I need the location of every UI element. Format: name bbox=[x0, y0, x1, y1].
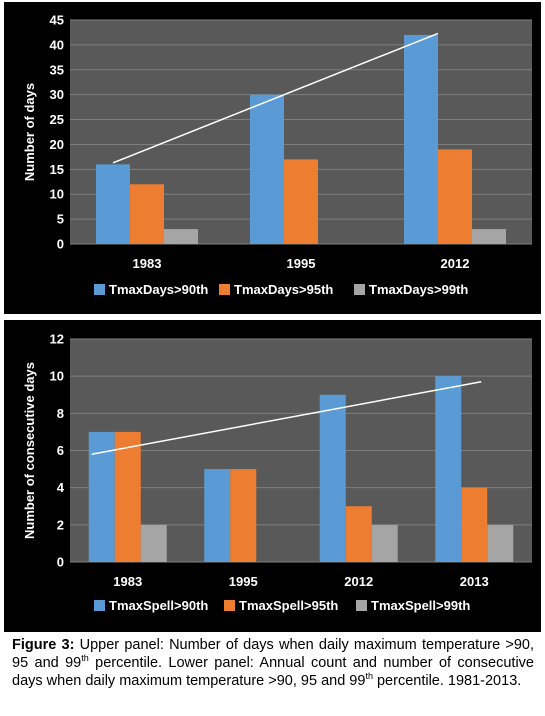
y-tick-label: 40 bbox=[50, 37, 64, 52]
caption-sup-2: th bbox=[365, 671, 373, 682]
x-tick-label: 1995 bbox=[287, 256, 316, 271]
y-tick-label: 15 bbox=[50, 162, 64, 177]
bar bbox=[130, 184, 164, 244]
legend-swatch bbox=[224, 600, 235, 611]
bar bbox=[164, 229, 198, 244]
bar bbox=[140, 524, 167, 562]
y-axis-label: Number of consecutive days bbox=[22, 362, 37, 539]
legend-label: TmaxSpell>95th bbox=[239, 598, 338, 613]
bar bbox=[88, 431, 115, 562]
bar bbox=[114, 431, 141, 562]
bar bbox=[284, 159, 318, 244]
y-tick-label: 8 bbox=[57, 406, 64, 421]
chart-panel-days: 0 5 10 15 20 25 30 35 40 45 1983 1995 2012 Number of … bbox=[4, 2, 541, 314]
legend-label: TmaxSpell>90th bbox=[109, 598, 208, 613]
x-tick-label: 1983 bbox=[133, 256, 162, 271]
y-tick-label: 0 bbox=[57, 555, 64, 570]
bar bbox=[487, 524, 514, 562]
days-bar-chart: 0 5 10 15 20 25 30 35 40 45 1983 1995 2012 Number of … bbox=[22, 13, 532, 297]
x-tick-label: 2012 bbox=[441, 256, 470, 271]
y-tick-label: 45 bbox=[50, 13, 64, 28]
trend-line bbox=[91, 381, 482, 455]
x-tick-label: 1983 bbox=[113, 574, 142, 589]
y-tick-label: 4 bbox=[57, 480, 65, 495]
caption-label: Figure 3: bbox=[12, 637, 75, 653]
caption-text-3: percentile. 1981-2013. bbox=[372, 673, 522, 689]
y-tick-label: 6 bbox=[57, 443, 64, 458]
caption-sup-1: th bbox=[81, 653, 89, 664]
caption-text-1: Upper panel: Number of days when daily m… bbox=[12, 637, 534, 671]
bar bbox=[230, 469, 257, 562]
legend-swatch bbox=[94, 284, 105, 295]
legend-swatch bbox=[356, 600, 367, 611]
y-tick-label: 35 bbox=[50, 62, 64, 77]
y-tick-label: 2 bbox=[57, 517, 64, 532]
y-tick-label: 20 bbox=[50, 137, 64, 152]
bar bbox=[250, 94, 284, 245]
bar bbox=[371, 524, 398, 562]
figure-caption: Figure 3: Upper panel: Number of days wh… bbox=[12, 636, 534, 690]
y-tick-label: 12 bbox=[50, 332, 64, 347]
legend-swatch bbox=[354, 284, 365, 295]
x-tick-label: 2013 bbox=[460, 574, 489, 589]
caption-text-2: percentile. Lower panel: Annual count an… bbox=[12, 655, 534, 689]
legend-swatch bbox=[219, 284, 230, 295]
bar bbox=[435, 376, 462, 562]
y-tick-label: 10 bbox=[50, 369, 64, 384]
legend-label: TmaxDays>90th bbox=[109, 282, 208, 297]
trend-line bbox=[112, 32, 439, 164]
bar bbox=[461, 487, 488, 562]
y-axis-label: Number of days bbox=[22, 83, 37, 181]
x-tick-label: 1995 bbox=[229, 574, 258, 589]
bar bbox=[438, 149, 472, 244]
x-tick-label: 2012 bbox=[344, 574, 373, 589]
bar bbox=[204, 469, 231, 562]
y-tick-label: 10 bbox=[50, 187, 64, 202]
legend-swatch bbox=[94, 600, 105, 611]
y-tick-label: 0 bbox=[57, 237, 64, 252]
legend-label: TmaxSpell>99th bbox=[371, 598, 470, 613]
bar bbox=[472, 229, 506, 244]
bar bbox=[319, 394, 346, 562]
spells-bar-chart: 0 2 4 6 8 10 12 1983 1995 2012 2013 Number of conse… bbox=[22, 332, 532, 613]
y-tick-label: 5 bbox=[57, 212, 64, 227]
y-tick-label: 30 bbox=[50, 87, 64, 102]
bar bbox=[96, 164, 130, 244]
bar bbox=[404, 34, 438, 244]
y-tick-label: 25 bbox=[50, 112, 64, 127]
legend-label: TmaxDays>99th bbox=[369, 282, 468, 297]
bar bbox=[345, 506, 372, 562]
legend-label: TmaxDays>95th bbox=[234, 282, 333, 297]
chart-panel-spells: 0 2 4 6 8 10 12 1983 1995 2012 2013 Number of conse… bbox=[4, 320, 541, 632]
